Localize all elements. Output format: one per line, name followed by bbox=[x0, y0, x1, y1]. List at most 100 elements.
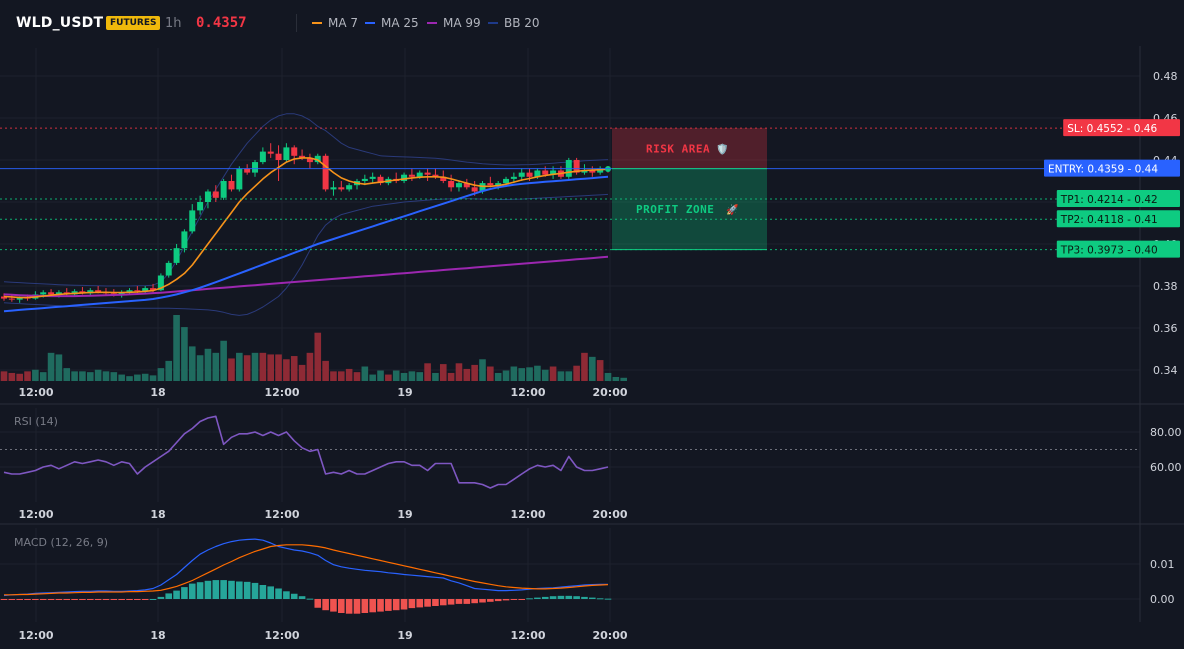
rsi-axis-label: 80.00 bbox=[1150, 426, 1182, 439]
volume-bar bbox=[134, 374, 141, 381]
legend-bb20-label: BB 20 bbox=[504, 16, 540, 30]
macd-histogram-bar bbox=[47, 599, 55, 600]
candle-body bbox=[573, 160, 580, 173]
volume-bar bbox=[283, 359, 290, 381]
macd-histogram-bar bbox=[283, 591, 290, 599]
candle-body bbox=[495, 183, 502, 186]
volume-bar bbox=[377, 370, 384, 381]
legend-ma99-label: MA 99 bbox=[443, 16, 481, 30]
volume-bar bbox=[353, 372, 361, 381]
candle-body bbox=[550, 170, 557, 175]
macd-histogram-bar bbox=[463, 599, 471, 604]
macd-histogram-bar bbox=[573, 596, 580, 599]
macd-histogram-bar bbox=[251, 582, 259, 599]
volume-bar bbox=[330, 371, 337, 381]
candle-body bbox=[173, 248, 180, 263]
volume-bar bbox=[267, 354, 275, 381]
volume-bar bbox=[39, 372, 47, 381]
volume-bar bbox=[118, 374, 125, 381]
candle-body bbox=[204, 191, 211, 202]
candle-body bbox=[448, 181, 455, 188]
candle-body bbox=[361, 178, 368, 181]
macd-histogram-bar bbox=[8, 599, 16, 600]
volume-bar bbox=[502, 370, 510, 381]
candle-body bbox=[463, 183, 470, 188]
candle-body bbox=[487, 183, 494, 186]
macd-histogram-bar bbox=[565, 595, 573, 599]
candle-body bbox=[197, 202, 204, 211]
volume-bar bbox=[71, 371, 78, 381]
price-axis-label: 0.38 bbox=[1153, 280, 1178, 293]
legend-ma7[interactable]: MA 7 bbox=[312, 16, 358, 30]
candle-body bbox=[291, 147, 298, 156]
volume-bar bbox=[141, 373, 149, 381]
ma25-swatch bbox=[365, 22, 375, 24]
candle-body bbox=[306, 157, 313, 163]
profit-zone-label: PROFIT ZONE bbox=[636, 203, 714, 216]
ma99-line bbox=[3, 255, 609, 298]
macd-line bbox=[3, 538, 608, 597]
candle-body bbox=[150, 288, 157, 291]
macd-histogram-bar bbox=[298, 596, 306, 599]
macd-histogram-bar bbox=[63, 599, 71, 600]
macd-histogram-bar bbox=[102, 599, 110, 600]
volume-bar bbox=[16, 373, 23, 381]
candle-body bbox=[416, 172, 423, 177]
macd-histogram-bar bbox=[220, 580, 227, 599]
volume-bar bbox=[86, 372, 94, 381]
volume-bar bbox=[306, 352, 314, 381]
volume-bar bbox=[236, 352, 243, 381]
legend-bb20[interactable]: BB 20 bbox=[488, 16, 540, 30]
level-tag-3 bbox=[1056, 210, 1180, 228]
volume-bar bbox=[79, 371, 86, 381]
volume-bar bbox=[612, 376, 620, 381]
legend-ma7-label: MA 7 bbox=[328, 16, 359, 30]
time-axis-label: 20:00 bbox=[592, 508, 627, 521]
timeframe-label[interactable]: 1h bbox=[165, 16, 182, 31]
candle-body bbox=[244, 168, 251, 173]
macd-histogram-bar bbox=[369, 599, 376, 613]
candle-body bbox=[283, 147, 290, 160]
volume-bar bbox=[110, 372, 118, 381]
candle-body bbox=[165, 262, 172, 276]
legend-ma99[interactable]: MA 99 bbox=[427, 16, 481, 30]
macd-histogram-bar bbox=[212, 580, 220, 599]
rocket-icon: 🚀 bbox=[726, 203, 739, 216]
macd-title: MACD (12, 26, 9) bbox=[14, 536, 108, 549]
volume-bar bbox=[204, 348, 212, 381]
volume-bar bbox=[196, 355, 204, 381]
ma99-swatch bbox=[427, 22, 437, 24]
legend-ma25[interactable]: MA 25 bbox=[365, 16, 419, 30]
volume-bar bbox=[298, 364, 306, 381]
candle-body bbox=[589, 170, 596, 173]
candle-body bbox=[299, 155, 306, 158]
macd-histogram-bar bbox=[204, 580, 212, 599]
volume-bar bbox=[165, 360, 173, 381]
futures-badge: FUTURES bbox=[106, 16, 161, 30]
level-tag-0 bbox=[1063, 119, 1180, 137]
candle-body bbox=[330, 187, 337, 190]
bb-lower-line bbox=[3, 193, 609, 316]
rsi-title: RSI (14) bbox=[14, 415, 58, 428]
candle-body bbox=[134, 290, 141, 292]
time-axis-label: 18 bbox=[150, 508, 165, 521]
time-axis-label: 19 bbox=[397, 629, 412, 642]
volume-bar bbox=[322, 360, 329, 381]
symbol-title[interactable]: WLD_USDT bbox=[16, 15, 104, 31]
level-tag-1 bbox=[1044, 159, 1180, 177]
macd-histogram-bar bbox=[0, 599, 8, 600]
macd-histogram-bar bbox=[439, 599, 447, 606]
volume-bar bbox=[126, 376, 133, 381]
time-axis-label: 19 bbox=[397, 508, 412, 521]
candle-body bbox=[126, 290, 133, 293]
volume-bar bbox=[408, 371, 416, 381]
macd-histogram-bar bbox=[337, 599, 345, 613]
volume-bar bbox=[149, 375, 157, 381]
macd-histogram-bar bbox=[126, 599, 133, 600]
macd-histogram-bar bbox=[353, 599, 361, 614]
ma7-line bbox=[3, 157, 609, 299]
candle-body bbox=[212, 191, 219, 198]
volume-bar bbox=[392, 370, 400, 381]
candle-body bbox=[369, 176, 376, 179]
